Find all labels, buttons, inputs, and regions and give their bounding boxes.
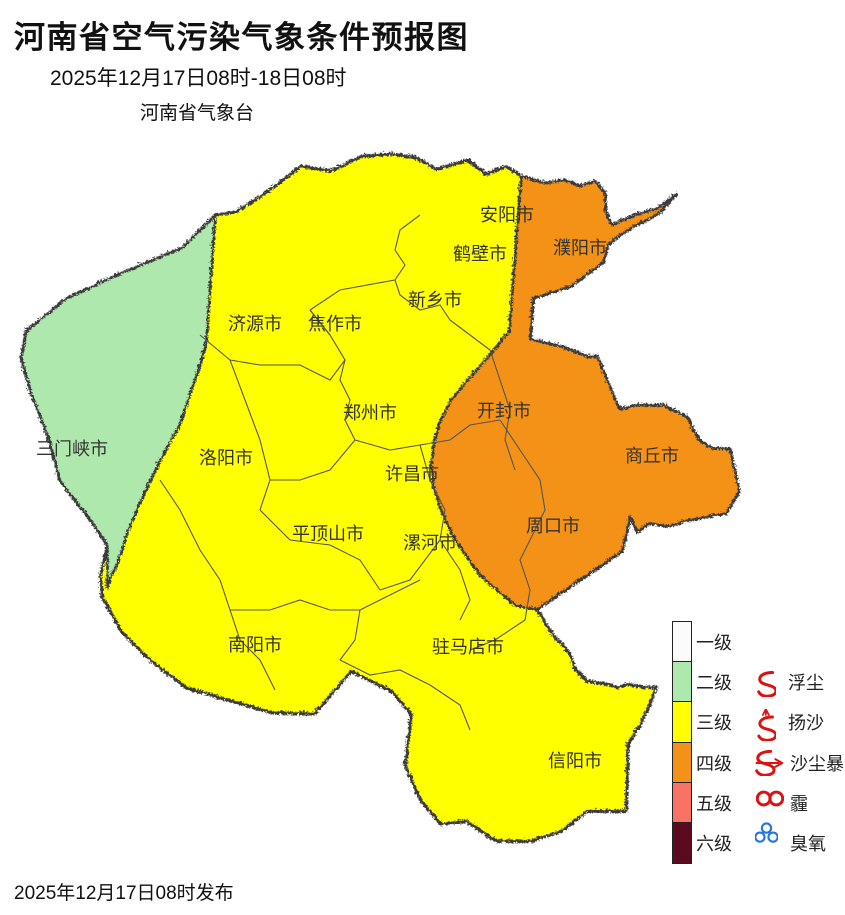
svg-text:济源市: 济源市 <box>228 314 282 334</box>
svg-text:焦作市: 焦作市 <box>308 314 362 334</box>
svg-text:濮阳市: 濮阳市 <box>553 238 607 258</box>
svg-text:新乡市: 新乡市 <box>408 290 462 310</box>
svg-text:开封市: 开封市 <box>477 401 531 421</box>
svg-text:商丘市: 商丘市 <box>625 446 679 466</box>
svg-text:周口市: 周口市 <box>526 516 580 536</box>
svg-text:驻马店市: 驻马店市 <box>432 637 504 657</box>
svg-text:南阳市: 南阳市 <box>228 635 282 655</box>
svg-text:漯河市: 漯河市 <box>403 533 457 553</box>
svg-text:平顶山市: 平顶山市 <box>292 524 364 544</box>
svg-text:郑州市: 郑州市 <box>343 403 397 423</box>
svg-text:洛阳市: 洛阳市 <box>199 448 253 468</box>
svg-text:三门峡市: 三门峡市 <box>36 439 108 459</box>
svg-text:许昌市: 许昌市 <box>385 464 439 484</box>
svg-text:信阳市: 信阳市 <box>548 751 602 771</box>
svg-text:鹤壁市: 鹤壁市 <box>453 244 507 264</box>
svg-text:安阳市: 安阳市 <box>480 205 534 225</box>
